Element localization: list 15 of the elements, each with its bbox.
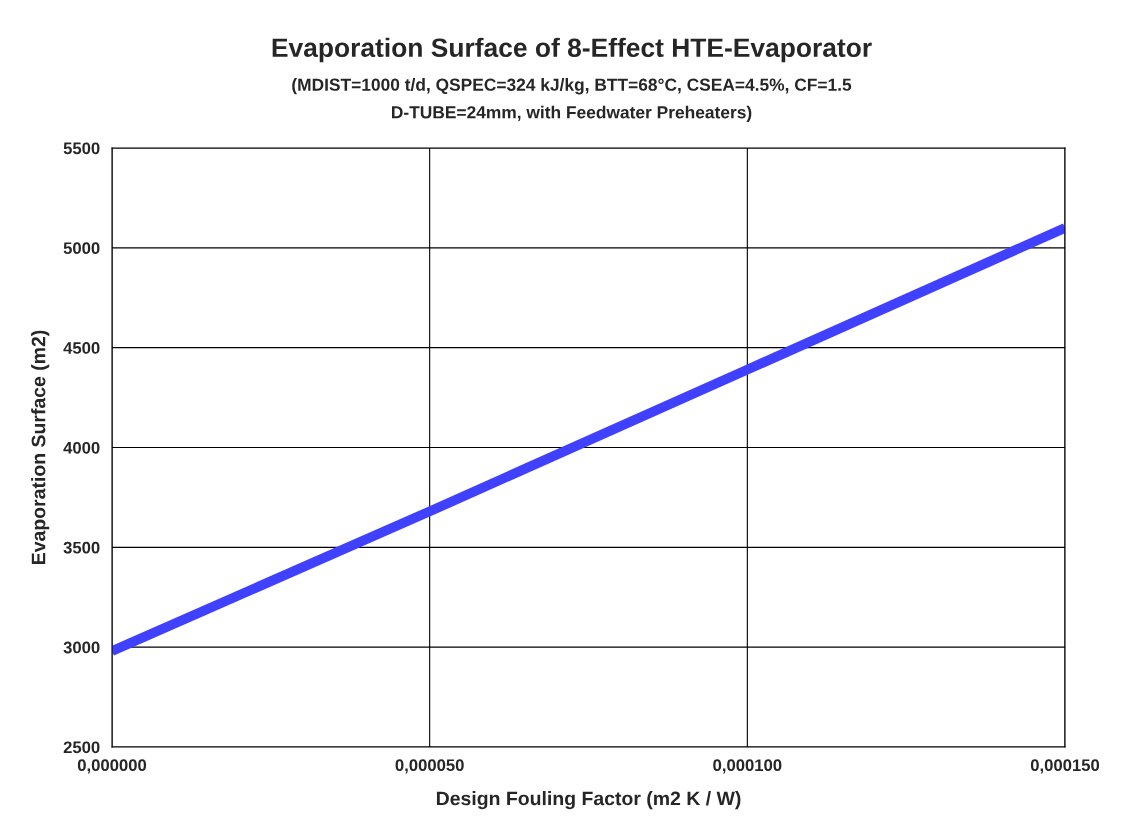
y-tick-label: 2500	[63, 741, 100, 754]
x-tick-label: 0,000050	[395, 759, 464, 774]
y-tick-label: 5500	[63, 142, 100, 155]
chart-subtitle: (MDIST=1000 t/d, QSPEC=324 kJ/kg, BTT=68°C, CSEA=4.5%, CF=1.5 D-TUBE=24mm, with Feedwater Preheaters)	[292, 78, 852, 122]
y-tick-label: 3000	[63, 641, 100, 654]
y-tick-label: 4500	[63, 342, 100, 354]
chart-title: Evaporation Surface of 8-Effect HTE-Evaporator	[272, 37, 872, 63]
x-axis-title: Design Fouling Factor (m2 K / W)	[436, 791, 741, 810]
y-tick-label: 4000	[63, 441, 100, 454]
x-tick-label: 0,000150	[1030, 759, 1100, 774]
y-tick-label: 5000	[63, 242, 100, 255]
y-axis-title: Evaporation Surface (m2)	[31, 330, 50, 564]
x-tick-label: 0,000000	[77, 759, 147, 774]
y-tick-label: 3500	[63, 541, 100, 554]
x-tick-label: 0,000100	[713, 759, 782, 774]
